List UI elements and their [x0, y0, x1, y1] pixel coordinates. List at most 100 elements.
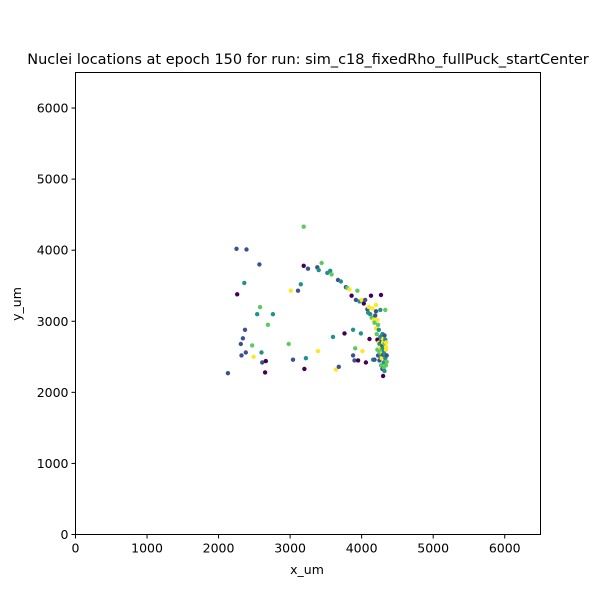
- data-point-117: [383, 340, 389, 345]
- data-point-73: [372, 357, 377, 362]
- data-point-38: [330, 334, 336, 340]
- x-axis-label: x_um: [290, 562, 324, 577]
- data-point-53: [355, 288, 360, 293]
- data-point-74: [373, 313, 378, 318]
- data-point-29: [303, 356, 309, 361]
- data-point-58: [360, 348, 365, 354]
- data-point-56: [358, 331, 364, 336]
- data-point-23: [290, 357, 296, 362]
- data-point-34: [319, 260, 324, 266]
- data-point-65: [367, 336, 372, 342]
- data-point-119: [384, 359, 389, 364]
- data-point-60: [363, 297, 368, 303]
- data-point-3: [238, 341, 243, 347]
- data-point-57: [359, 297, 364, 303]
- data-point-17: [262, 370, 268, 375]
- data-point-27: [301, 224, 306, 229]
- x-tick-label-3000: 3000: [274, 541, 306, 556]
- data-point-122: [373, 309, 379, 314]
- data-point-110: [382, 368, 387, 374]
- x-tick-label-5000: 5000: [417, 541, 449, 556]
- data-point-21: [286, 341, 291, 347]
- data-point-54: [355, 358, 361, 363]
- data-point-66: [368, 312, 373, 317]
- data-point-41: [336, 364, 341, 369]
- data-point-16: [260, 360, 265, 365]
- y-axis-ticks: 0 1000 2000 3000 4000 5000 6000: [37, 101, 76, 542]
- data-point-9: [244, 247, 249, 252]
- data-point-116: [383, 347, 389, 352]
- x-tick-label-1000: 1000: [131, 541, 163, 556]
- data-point-64: [366, 304, 371, 310]
- data-point-10: [250, 343, 255, 348]
- data-point-107: [382, 333, 387, 338]
- data-point-11: [251, 354, 256, 359]
- data-point-121: [378, 307, 383, 313]
- data-point-4: [239, 353, 244, 358]
- data-point-2: [235, 292, 240, 297]
- data-point-6: [242, 280, 247, 286]
- data-point-59: [361, 301, 366, 306]
- data-point-46: [347, 287, 352, 292]
- points-layer: [225, 224, 389, 379]
- data-point-15: [259, 350, 264, 355]
- data-point-77: [374, 331, 379, 337]
- data-point-12: [255, 312, 260, 317]
- data-point-76: [373, 302, 379, 308]
- plot-frame: [75, 72, 541, 535]
- data-point-50: [352, 358, 357, 363]
- data-point-69: [370, 306, 375, 311]
- y-tick-label-2000: 2000: [37, 385, 69, 400]
- data-point-33: [316, 267, 321, 273]
- data-point-39: [333, 367, 339, 372]
- y-tick-label-0: 0: [61, 527, 69, 542]
- x-tick-label-6000: 6000: [489, 541, 521, 556]
- data-point-49: [350, 353, 356, 358]
- data-point-24: [295, 288, 301, 293]
- data-point-13: [257, 262, 262, 267]
- data-point-118: [384, 353, 389, 358]
- data-point-7: [242, 327, 248, 332]
- y-tick-label-4000: 4000: [37, 243, 69, 258]
- data-point-22: [288, 288, 293, 293]
- y-tick-label-3000: 3000: [37, 314, 69, 329]
- data-point-0: [225, 371, 231, 376]
- data-point-43: [342, 331, 347, 336]
- data-point-14: [257, 304, 263, 310]
- data-point-8: [243, 350, 248, 355]
- x-tick-label-4000: 4000: [346, 541, 378, 556]
- data-point-28: [302, 366, 307, 372]
- y-axis-label: y_um: [9, 287, 24, 321]
- data-point-36: [328, 268, 333, 273]
- data-point-51: [353, 346, 358, 351]
- data-point-114: [383, 363, 389, 368]
- data-point-18: [263, 358, 268, 364]
- data-point-20: [270, 312, 276, 317]
- y-tick-label-6000: 6000: [37, 101, 69, 116]
- data-point-111: [383, 307, 388, 313]
- y-tick-label-1000: 1000: [37, 456, 69, 471]
- data-point-94: [379, 356, 384, 361]
- data-point-30: [305, 266, 311, 271]
- data-point-32: [315, 348, 321, 354]
- data-point-25: [298, 282, 303, 287]
- data-point-52: [353, 297, 359, 303]
- data-point-72: [372, 320, 377, 325]
- x-tick-label-0: 0: [72, 541, 80, 556]
- x-tick-label-2000: 2000: [203, 541, 235, 556]
- data-point-83: [376, 327, 381, 332]
- data-point-120: [375, 317, 380, 322]
- data-point-61: [363, 360, 369, 365]
- data-point-26: [301, 263, 306, 268]
- data-point-99: [380, 373, 386, 379]
- data-point-1: [234, 246, 239, 251]
- chart-title: Nuclei locations at epoch 150 for run: s…: [27, 52, 589, 68]
- data-point-19: [265, 322, 271, 327]
- data-point-47: [349, 293, 354, 298]
- data-point-5: [240, 336, 246, 341]
- data-point-67: [368, 293, 374, 298]
- data-point-37: [329, 272, 334, 277]
- data-point-80: [375, 322, 381, 327]
